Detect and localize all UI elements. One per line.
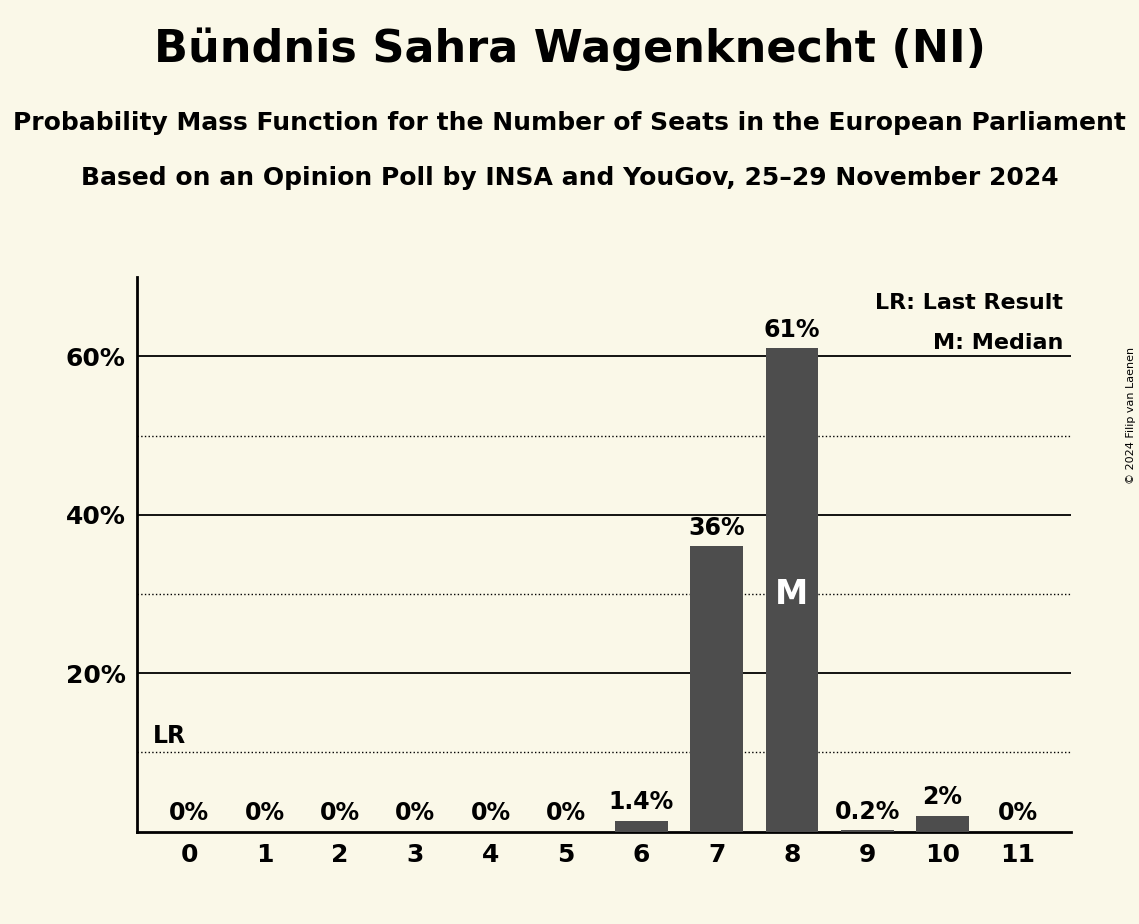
Text: 0.2%: 0.2% [835,799,900,823]
Text: M: M [776,578,809,611]
Text: © 2024 Filip van Laenen: © 2024 Filip van Laenen [1126,347,1136,484]
Bar [615,821,667,832]
Text: Probability Mass Function for the Number of Seats in the European Parliament: Probability Mass Function for the Number… [13,111,1126,135]
Text: 2%: 2% [923,785,962,809]
Text: 0%: 0% [998,801,1038,825]
Bar [690,546,743,832]
Text: 0%: 0% [470,801,510,825]
Text: 1.4%: 1.4% [608,790,674,814]
Bar [841,830,894,832]
Text: 0%: 0% [170,801,210,825]
Text: 0%: 0% [320,801,360,825]
Text: LR: LR [154,724,187,748]
Bar [765,348,818,832]
Text: 36%: 36% [688,517,745,541]
Bar [916,816,969,832]
Text: 61%: 61% [764,318,820,342]
Text: 0%: 0% [546,801,587,825]
Text: M: Median: M: Median [933,333,1063,353]
Text: Bündnis Sahra Wagenknecht (NI): Bündnis Sahra Wagenknecht (NI) [154,28,985,71]
Text: LR: Last Result: LR: Last Result [875,293,1063,313]
Text: 0%: 0% [395,801,435,825]
Text: 0%: 0% [245,801,285,825]
Text: Based on an Opinion Poll by INSA and YouGov, 25–29 November 2024: Based on an Opinion Poll by INSA and You… [81,166,1058,190]
